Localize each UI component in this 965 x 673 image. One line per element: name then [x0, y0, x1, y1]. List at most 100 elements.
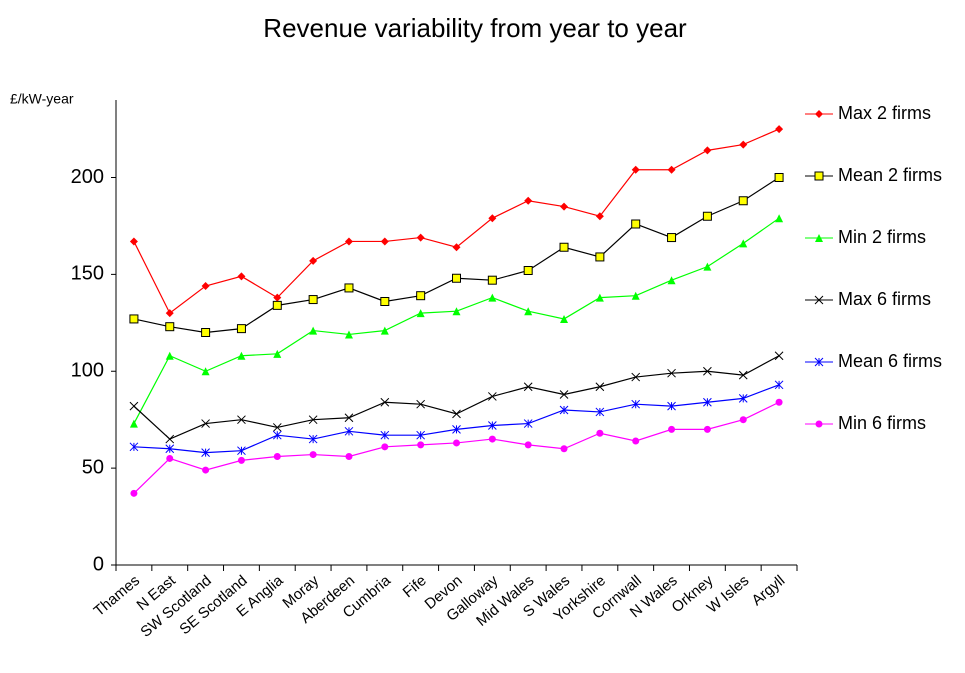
marker	[236, 324, 246, 334]
legend-marker	[815, 110, 823, 118]
marker	[775, 125, 784, 134]
marker	[524, 196, 533, 205]
marker	[774, 173, 784, 182]
marker	[703, 366, 712, 376]
marker	[272, 430, 282, 440]
legend-marker	[815, 420, 823, 428]
marker	[165, 434, 175, 444]
marker	[130, 489, 138, 497]
marker	[524, 441, 532, 449]
marker	[631, 165, 640, 174]
x-tick-label: Thames	[91, 572, 143, 620]
marker	[559, 390, 569, 399]
marker	[488, 435, 496, 443]
marker	[775, 214, 784, 223]
marker	[273, 349, 282, 358]
marker	[702, 211, 712, 221]
marker	[416, 291, 426, 301]
marker	[775, 398, 783, 406]
marker	[201, 282, 210, 290]
marker	[631, 219, 641, 229]
y-tick-label: 0	[93, 553, 104, 575]
legend-marker	[814, 295, 824, 305]
marker	[523, 382, 533, 392]
marker	[237, 456, 245, 464]
marker	[703, 146, 712, 155]
marker	[380, 326, 389, 335]
marker	[560, 202, 569, 211]
marker	[488, 214, 497, 223]
marker	[487, 392, 497, 401]
marker	[165, 309, 174, 318]
y-axis-label: £/kW-year	[10, 91, 74, 107]
legend-label: Mean 6 firms	[838, 351, 942, 371]
series-line	[133, 401, 780, 494]
marker	[667, 165, 676, 174]
marker	[273, 453, 281, 460]
marker	[345, 453, 353, 460]
marker	[129, 401, 139, 411]
marker	[595, 293, 604, 302]
marker	[774, 380, 784, 390]
marker	[416, 309, 425, 318]
marker	[452, 243, 461, 252]
marker	[309, 451, 317, 459]
marker	[308, 415, 318, 425]
marker	[273, 293, 282, 302]
marker	[165, 351, 174, 360]
marker	[272, 300, 282, 310]
marker	[129, 314, 139, 324]
marker	[631, 399, 641, 409]
legend-marker	[814, 171, 824, 181]
marker	[344, 330, 353, 339]
marker	[380, 237, 389, 246]
marker	[380, 430, 390, 440]
marker	[344, 237, 353, 246]
marker	[667, 401, 676, 411]
marker	[344, 283, 354, 293]
marker	[166, 454, 174, 462]
marker	[738, 196, 748, 206]
marker	[416, 430, 426, 440]
legend-marker	[814, 357, 824, 367]
marker	[344, 413, 354, 423]
marker	[417, 441, 425, 449]
legend-label: Min 6 firms	[838, 413, 926, 433]
marker	[487, 275, 497, 285]
marker	[237, 351, 246, 360]
marker	[595, 252, 605, 262]
marker	[595, 382, 605, 392]
marker	[416, 233, 425, 242]
marker	[739, 416, 747, 424]
marker	[631, 291, 640, 300]
marker	[452, 425, 461, 434]
marker	[632, 437, 640, 445]
marker	[703, 397, 712, 407]
marker	[380, 397, 390, 407]
legend-marker	[815, 234, 823, 242]
legend-label: Max 6 firms	[838, 289, 931, 309]
marker	[237, 415, 246, 425]
marker	[129, 442, 139, 452]
marker	[487, 421, 497, 430]
marker	[739, 140, 748, 149]
marker	[201, 367, 210, 376]
marker	[453, 439, 460, 447]
marker	[452, 409, 461, 419]
marker	[668, 425, 676, 433]
marker	[667, 233, 677, 243]
series-line	[133, 128, 780, 315]
marker	[416, 399, 426, 409]
marker	[739, 239, 748, 248]
marker	[596, 429, 604, 437]
marker	[272, 423, 282, 432]
marker	[703, 425, 711, 433]
marker	[738, 370, 748, 380]
marker	[344, 426, 354, 436]
marker	[165, 322, 175, 332]
marker	[667, 276, 676, 285]
legend-label: Max 2 firms	[838, 103, 931, 123]
marker	[381, 443, 389, 451]
y-tick-label: 150	[71, 263, 104, 285]
chart-title: Revenue variability from year to year	[263, 13, 687, 43]
